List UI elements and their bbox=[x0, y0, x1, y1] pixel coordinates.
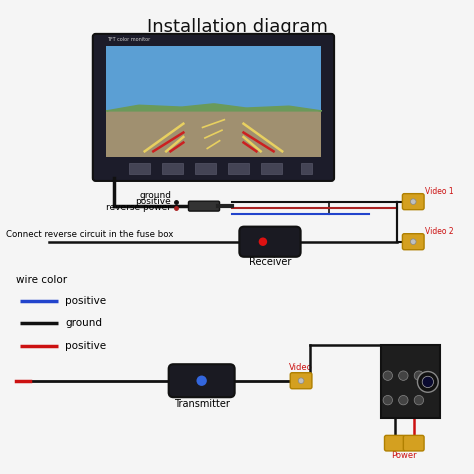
Bar bbox=[261, 163, 282, 174]
FancyBboxPatch shape bbox=[403, 436, 424, 451]
Circle shape bbox=[414, 371, 424, 380]
FancyBboxPatch shape bbox=[402, 234, 424, 250]
Text: Transmitter: Transmitter bbox=[173, 399, 229, 409]
Circle shape bbox=[414, 395, 424, 405]
Bar bbox=[228, 163, 249, 174]
Circle shape bbox=[410, 199, 416, 204]
Circle shape bbox=[298, 378, 304, 383]
Circle shape bbox=[383, 395, 392, 405]
Text: positive: positive bbox=[135, 197, 171, 206]
FancyBboxPatch shape bbox=[93, 34, 334, 181]
Text: Connect reverse circuit in the fuse box: Connect reverse circuit in the fuse box bbox=[6, 230, 173, 239]
FancyBboxPatch shape bbox=[402, 194, 424, 210]
Circle shape bbox=[399, 371, 408, 380]
Circle shape bbox=[383, 371, 392, 380]
Text: Installation diagram: Installation diagram bbox=[146, 18, 328, 36]
Circle shape bbox=[418, 372, 438, 392]
Text: Video: Video bbox=[289, 363, 313, 372]
Circle shape bbox=[259, 237, 267, 246]
FancyBboxPatch shape bbox=[239, 227, 301, 257]
Circle shape bbox=[422, 376, 434, 388]
Bar bbox=[128, 163, 150, 174]
Text: Receiver: Receiver bbox=[249, 257, 291, 267]
Text: Video 2: Video 2 bbox=[426, 227, 454, 236]
Bar bbox=[195, 163, 216, 174]
FancyBboxPatch shape bbox=[290, 373, 312, 389]
Bar bbox=[301, 163, 312, 174]
Bar bbox=[106, 110, 321, 157]
Text: Power: Power bbox=[392, 451, 417, 460]
Text: ground: ground bbox=[139, 191, 171, 200]
Text: wire color: wire color bbox=[16, 275, 67, 285]
Bar bbox=[381, 346, 439, 419]
Circle shape bbox=[197, 375, 207, 386]
Text: Video 1: Video 1 bbox=[426, 187, 454, 196]
FancyBboxPatch shape bbox=[189, 201, 219, 211]
FancyBboxPatch shape bbox=[169, 364, 235, 397]
Text: positive: positive bbox=[65, 341, 106, 351]
Text: ground: ground bbox=[65, 318, 102, 328]
Text: reverse power: reverse power bbox=[106, 203, 171, 212]
Text: positive: positive bbox=[65, 296, 106, 306]
Bar bbox=[106, 46, 321, 110]
FancyBboxPatch shape bbox=[384, 436, 405, 451]
Circle shape bbox=[399, 395, 408, 405]
Circle shape bbox=[410, 239, 416, 245]
Text: TFT color monitor: TFT color monitor bbox=[108, 36, 151, 42]
Bar bbox=[162, 163, 183, 174]
